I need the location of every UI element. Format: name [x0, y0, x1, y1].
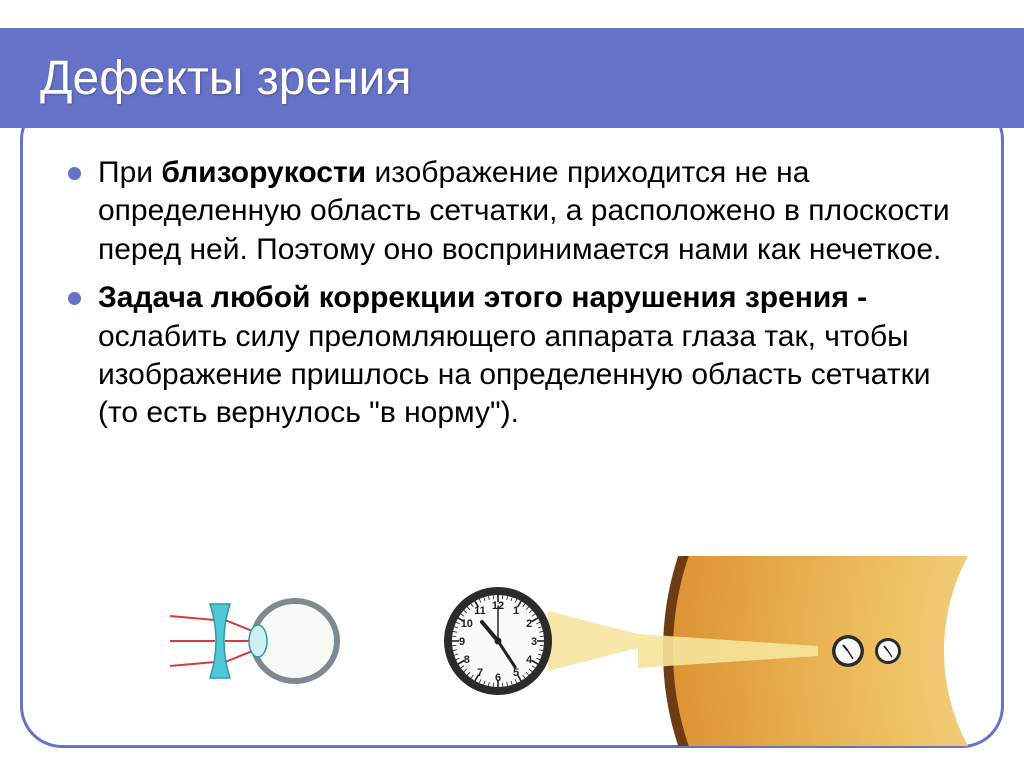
title-band: Дефекты зрения	[0, 28, 1024, 128]
svg-text:3: 3	[531, 636, 537, 648]
body-text: При близорукости изображение приходится …	[64, 154, 964, 443]
mini-clock-1-icon	[832, 635, 864, 667]
diagram-lens-eye	[170, 586, 370, 696]
bullet-2: Задача любой коррекции этого нарушения з…	[64, 279, 964, 433]
bullet-1-pre: При	[98, 156, 161, 189]
slide-title: Дефекты зрения	[40, 51, 411, 106]
bullet-2-rest: ослабить силу преломляющего аппарата гла…	[98, 320, 930, 430]
bullet-2-bold: Задача любой коррекции этого нарушения з…	[98, 281, 867, 314]
svg-text:11: 11	[474, 605, 486, 617]
slide: Дефекты зрения При близорукости изображе…	[0, 0, 1024, 767]
diagrams: 121234567891011	[0, 556, 1024, 746]
light-beam-icon	[548, 611, 638, 671]
bullet-1-bold: близорукости	[161, 156, 366, 189]
diagram-retina	[638, 556, 968, 746]
eyeball-icon	[249, 601, 337, 681]
mini-clock-2-icon	[875, 638, 901, 664]
bullet-list: При близорукости изображение приходится …	[64, 154, 964, 433]
bullet-1: При близорукости изображение приходится …	[64, 154, 964, 269]
diagram-clock-beam: 121234567891011	[438, 556, 638, 726]
svg-text:9: 9	[459, 636, 465, 648]
svg-text:8: 8	[464, 654, 470, 666]
clock-icon: 121234567891011	[444, 587, 552, 695]
svg-text:2: 2	[526, 618, 532, 630]
